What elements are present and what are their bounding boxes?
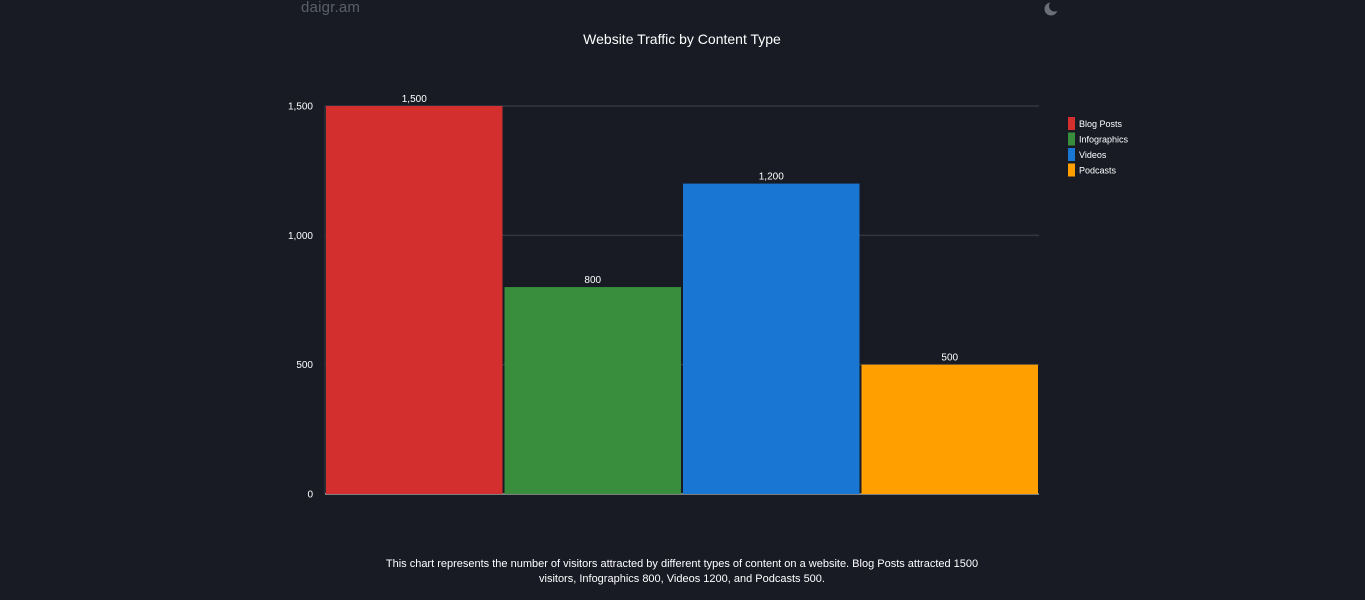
y-tick-label: 500	[296, 360, 313, 371]
legend-label[interactable]: Blog Posts	[1079, 119, 1123, 129]
legend-swatch	[1068, 148, 1075, 161]
y-tick-label: 1,500	[288, 102, 313, 113]
data-labels: 1,500 800 1,200 500	[402, 94, 959, 364]
bar-blog-posts[interactable]	[326, 106, 503, 494]
y-tick-label: 1,000	[288, 231, 313, 242]
chart-caption: This chart represents the number of visi…	[385, 558, 979, 585]
data-label: 1,200	[759, 172, 784, 183]
legend-swatch	[1068, 163, 1075, 177]
data-label: 1,500	[402, 94, 427, 105]
bar-infographics[interactable]	[504, 287, 682, 494]
legend: Blog Posts Infographics Videos Podcasts	[1068, 117, 1129, 177]
bar-videos[interactable]	[683, 183, 860, 494]
bar-podcasts[interactable]	[861, 364, 1039, 494]
bars	[326, 106, 1038, 494]
legend-label[interactable]: Infographics	[1079, 135, 1129, 145]
legend-label[interactable]: Videos	[1079, 150, 1107, 160]
legend-swatch	[1068, 117, 1075, 130]
legend-label[interactable]: Podcasts	[1079, 166, 1117, 176]
header: daigr.am	[301, 0, 1060, 20]
chart-title: Website Traffic by Content Type	[583, 31, 781, 47]
logo[interactable]: daigr.am	[301, 0, 361, 16]
y-tick-label: 0	[307, 490, 313, 501]
data-label: 800	[584, 275, 601, 286]
moon-icon[interactable]	[1043, 0, 1060, 17]
legend-swatch	[1068, 132, 1075, 146]
data-label: 500	[941, 353, 958, 364]
